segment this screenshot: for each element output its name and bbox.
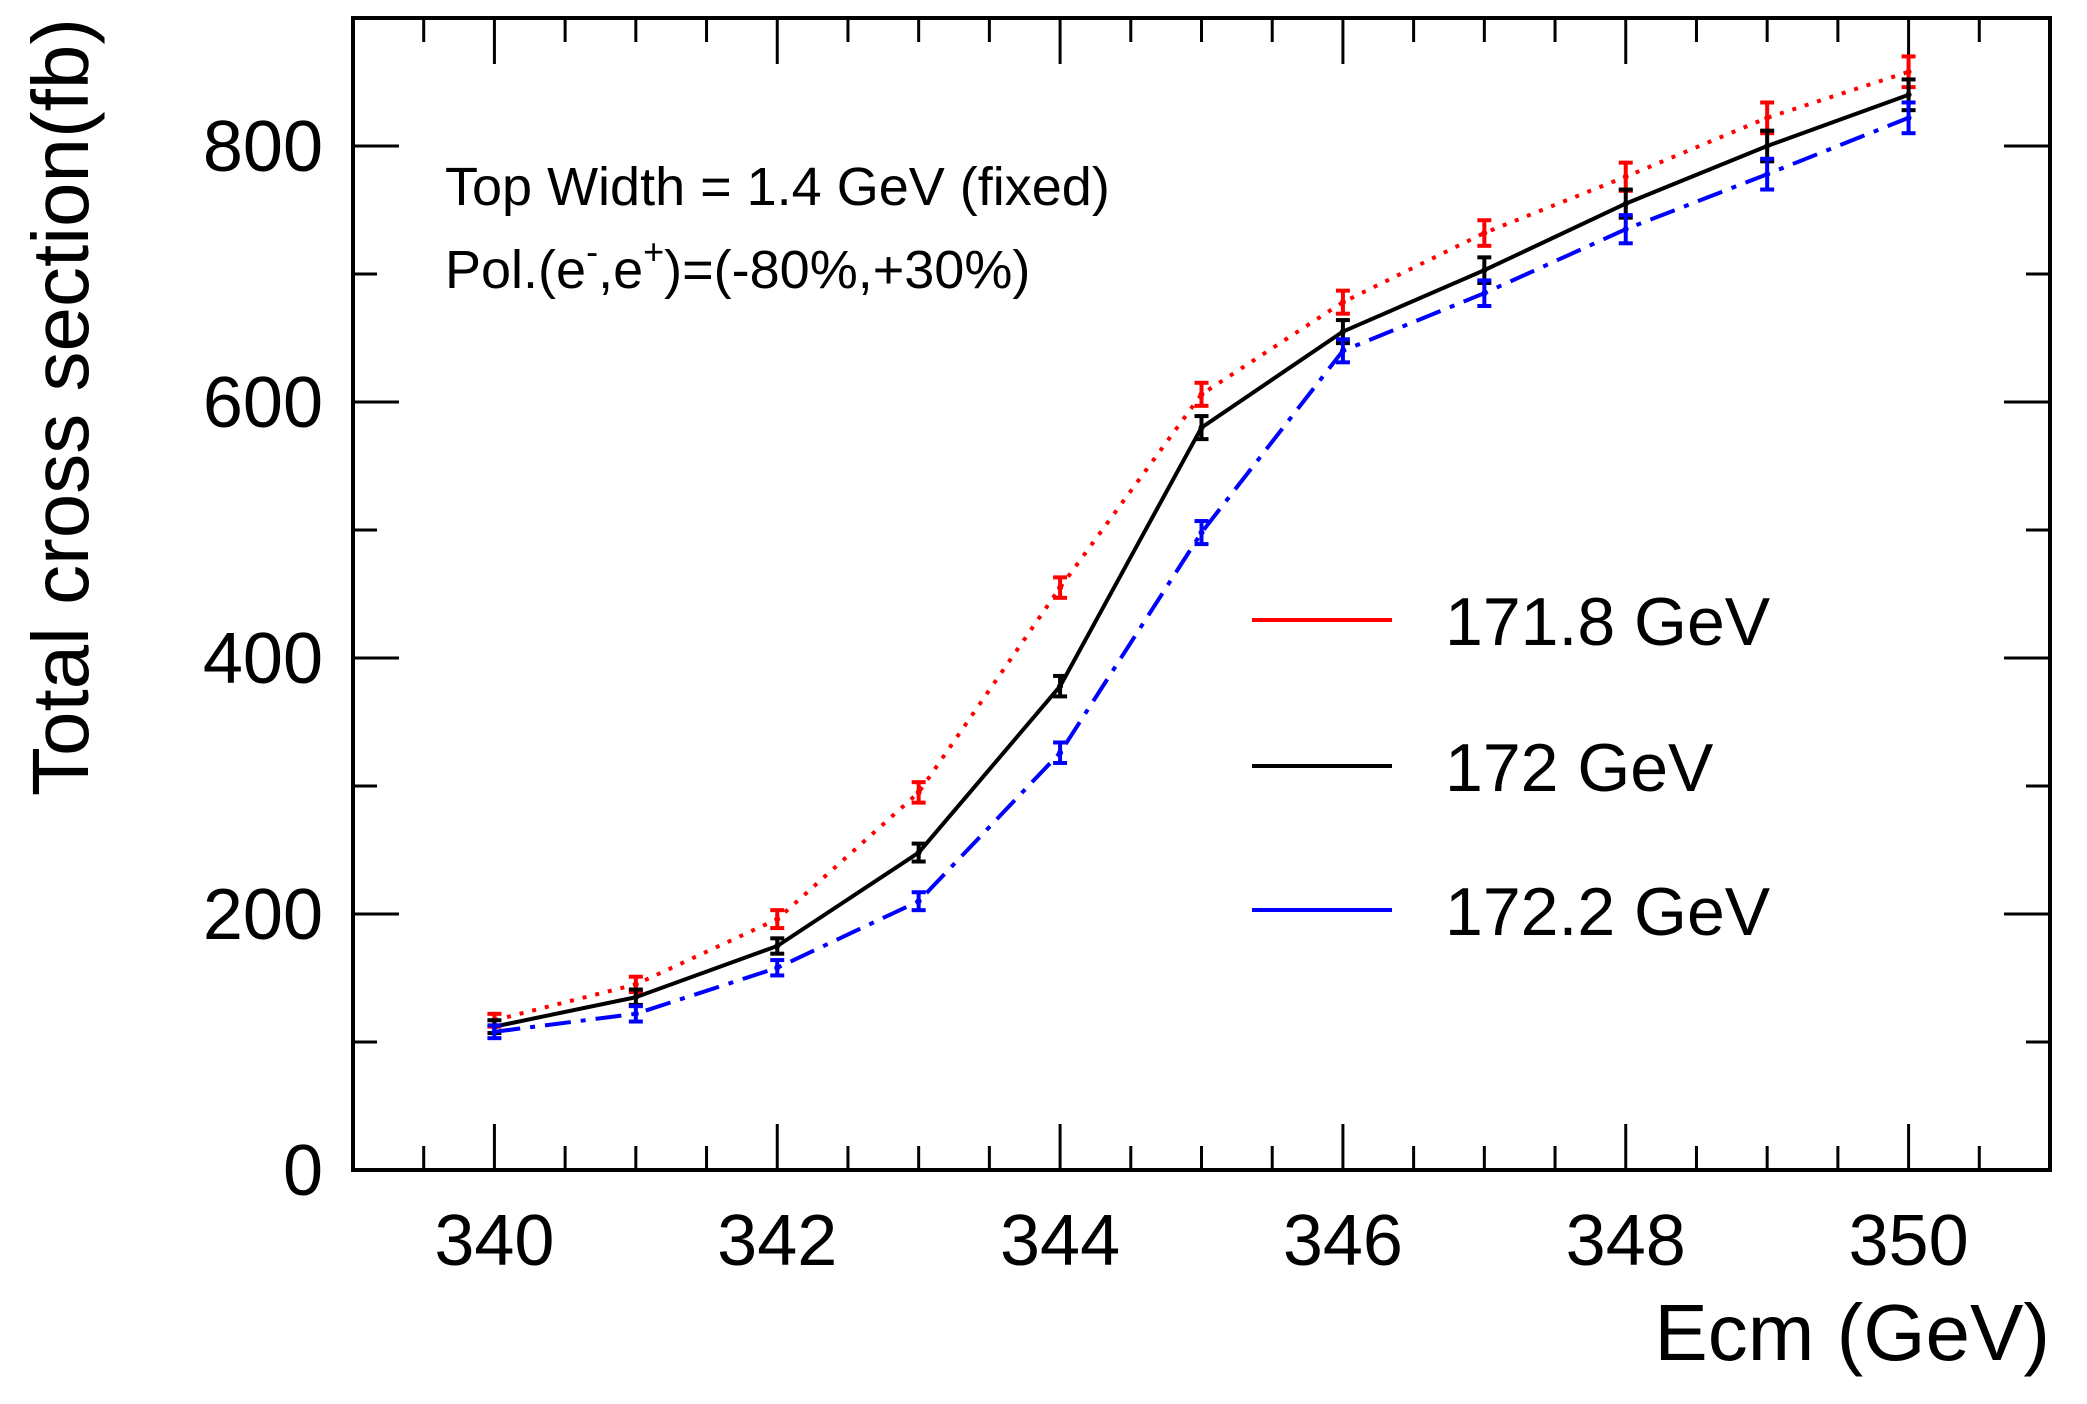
data-point (915, 789, 922, 796)
legend: 171.8 GeV 172 GeV 172.2 GeV (1252, 584, 1771, 950)
series-172-gev (487, 77, 1916, 1036)
y-tick-label: 800 (203, 107, 323, 187)
data-point (1481, 290, 1488, 297)
data-point (491, 1028, 498, 1035)
data-point (915, 849, 922, 856)
x-axis-title: Ecm (GeV) (1654, 1288, 2050, 1377)
y-tick-label: 600 (203, 363, 323, 443)
data-point (1198, 529, 1205, 536)
data-point (1622, 173, 1629, 180)
series-line (493, 69, 1910, 1023)
data-point (1057, 683, 1064, 690)
data-point (1339, 328, 1346, 335)
x-tick-label: 344 (1000, 1201, 1120, 1281)
series-172-2-gev (487, 100, 1916, 1041)
annotation-pol-mid: ,e (598, 240, 643, 300)
data-point (1764, 171, 1771, 178)
axis-ticks (353, 16, 2050, 1172)
y-axis-title: Total cross section(fb) (16, 18, 105, 796)
data-point (1905, 91, 1912, 98)
data-point (774, 916, 781, 923)
annotation-pol-prefix: Pol.(e (445, 240, 586, 300)
y-tick-label: 0 (283, 1131, 323, 1211)
data-point (1905, 114, 1912, 121)
annotation-polarization: Pol.(e-,e+)=(-80%,+30%) (445, 231, 1030, 300)
x-tick-label: 340 (434, 1201, 554, 1281)
data-point (632, 981, 639, 988)
annotation-pol-sup2: + (643, 231, 664, 272)
data-point (632, 994, 639, 1001)
y-tick-label: 200 (203, 875, 323, 955)
x-tick-label: 348 (1566, 1201, 1686, 1281)
data-point (1764, 143, 1771, 149)
annotation-pol-sup1: - (586, 231, 598, 272)
data-point (1481, 230, 1488, 237)
annotation-top-width: Top Width = 1.4 GeV (fixed) (445, 157, 1110, 217)
legend-label-171-8: 171.8 GeV (1445, 584, 1771, 660)
data-point (632, 1010, 639, 1017)
x-tick-label: 342 (717, 1201, 837, 1281)
data-point (774, 964, 781, 971)
data-point (1622, 200, 1629, 207)
x-tick-label: 346 (1283, 1201, 1403, 1281)
data-point (1057, 584, 1064, 591)
data-point (1198, 391, 1205, 398)
data-point (915, 898, 922, 905)
data-point (1339, 299, 1346, 306)
axis-tick-labels: 340 342 344 346 348 350 0 200 400 600 800 (203, 107, 1969, 1281)
data-point (1481, 267, 1488, 274)
x-tick-label: 350 (1849, 1201, 1969, 1281)
data-point (1339, 347, 1346, 354)
y-tick-label: 400 (203, 619, 323, 699)
series-line (494, 115, 1910, 1034)
data-point (1622, 226, 1629, 233)
data-point (1198, 424, 1205, 431)
annotation-pol-suffix: )=(-80%,+30%) (664, 240, 1030, 300)
data-point (1057, 749, 1064, 756)
legend-label-172: 172 GeV (1445, 730, 1714, 806)
data-point (1764, 114, 1771, 121)
series-group (487, 54, 1916, 1041)
data-point (1905, 68, 1912, 75)
legend-label-172-2: 172.2 GeV (1445, 874, 1771, 950)
data-point (774, 943, 781, 949)
